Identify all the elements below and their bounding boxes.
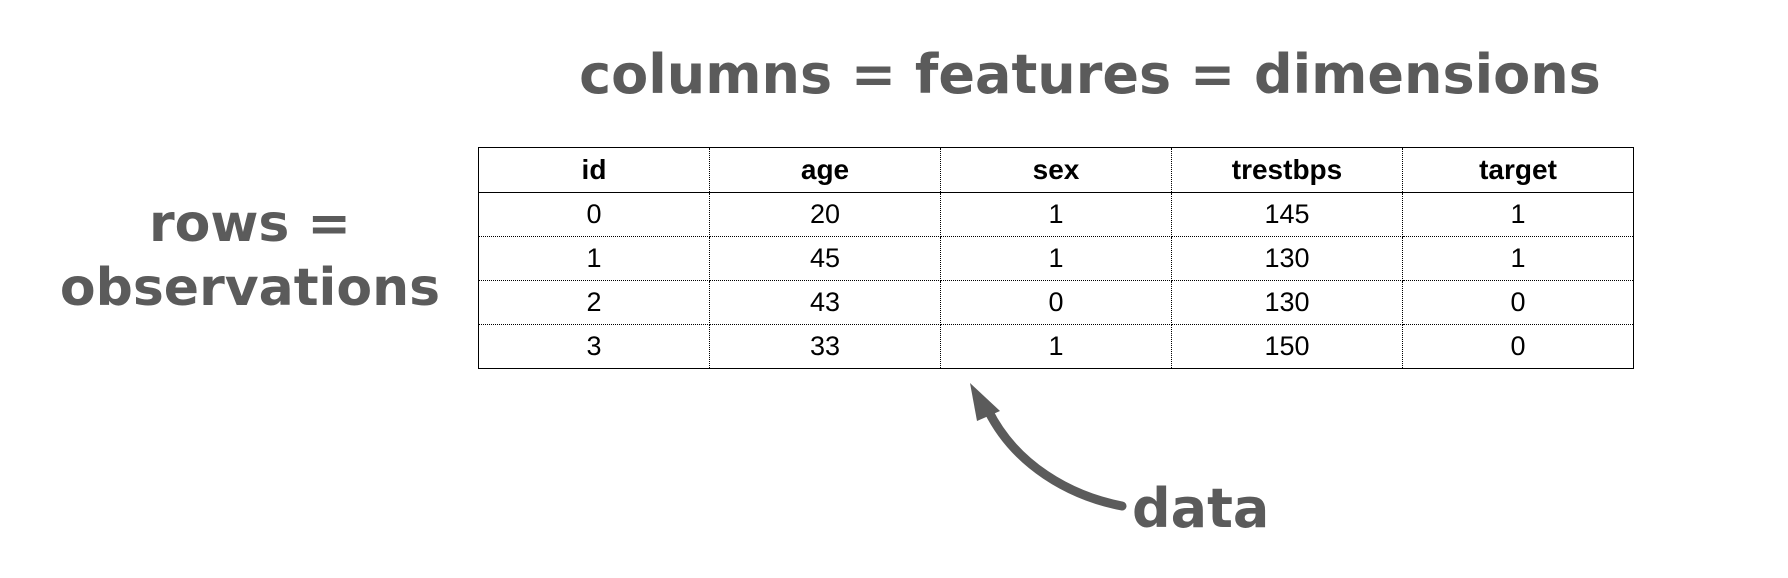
header-sex: sex [940, 147, 1172, 193]
table-cell: 0 [1402, 324, 1634, 369]
rows-annotation-line2: observations [59, 258, 441, 318]
table-cell: 1 [1402, 192, 1634, 237]
table-cell: 130 [1171, 280, 1403, 325]
arrow-head [970, 383, 1000, 421]
table-cell: 20 [709, 192, 941, 237]
header-id: id [478, 147, 710, 193]
table-row: 0 20 1 145 1 [478, 192, 1634, 237]
header-trestbps: trestbps [1171, 147, 1403, 193]
table-cell: 0 [478, 192, 710, 237]
table-cell: 1 [940, 236, 1172, 281]
table-row: 3 33 1 150 0 [478, 324, 1634, 369]
table-cell: 1 [1402, 236, 1634, 281]
arrow-shaft [983, 405, 1127, 511]
table-cell: 2 [478, 280, 710, 325]
table-cell: 3 [478, 324, 710, 369]
table-cell: 0 [940, 280, 1172, 325]
table-cell: 145 [1171, 192, 1403, 237]
table-row: 1 45 1 130 1 [478, 236, 1634, 281]
data-table: id age sex trestbps target 0 20 1 145 1 … [478, 147, 1634, 369]
table-cell: 1 [940, 324, 1172, 369]
data-annotation: data [1132, 477, 1270, 540]
rows-annotation: rows = observations [40, 192, 460, 320]
header-target: target [1402, 147, 1634, 193]
table-cell: 150 [1171, 324, 1403, 369]
table-cell: 0 [1402, 280, 1634, 325]
table-cell: 1 [940, 192, 1172, 237]
table-cell: 33 [709, 324, 941, 369]
table-cell: 130 [1171, 236, 1403, 281]
columns-annotation: columns = features = dimensions [579, 43, 1601, 106]
header-age: age [709, 147, 941, 193]
rows-annotation-line1: rows = [148, 194, 352, 254]
table-cell: 43 [709, 280, 941, 325]
table-cell: 45 [709, 236, 941, 281]
table-row: 2 43 0 130 0 [478, 280, 1634, 325]
header-row: id age sex trestbps target [478, 147, 1634, 193]
table-cell: 1 [478, 236, 710, 281]
